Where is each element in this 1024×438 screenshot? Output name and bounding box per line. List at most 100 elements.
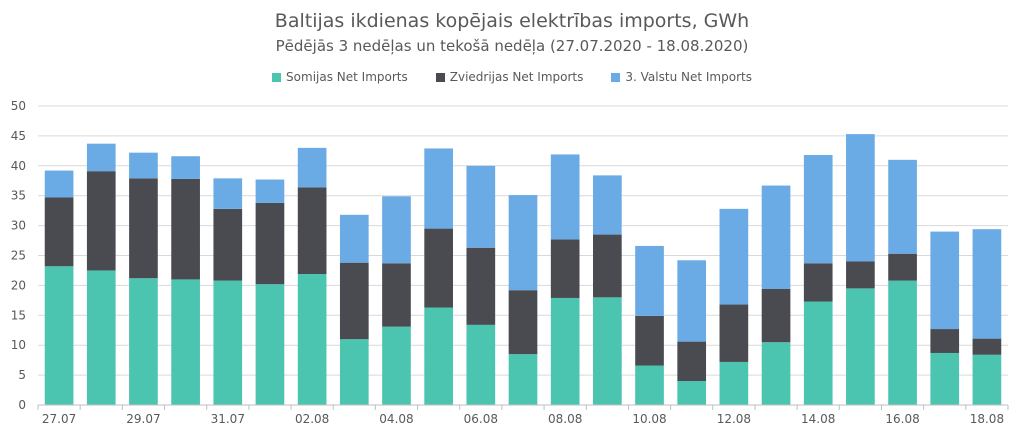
legend-swatch-somijas — [272, 72, 282, 82]
bar-segment — [129, 278, 158, 405]
bar-segment — [803, 155, 833, 264]
bar-segment — [719, 304, 749, 362]
bar-segment — [171, 178, 200, 280]
legend-swatch-zviedrijas — [435, 72, 445, 82]
bar-segment — [382, 196, 411, 264]
x-tick-label: 14.08 — [801, 412, 835, 426]
bar-segment — [761, 185, 791, 289]
bar-segment — [803, 263, 833, 302]
bar-segment — [888, 159, 917, 254]
x-tick-label: 31.07 — [211, 412, 245, 426]
bar-segment — [677, 260, 707, 342]
bar-segment — [171, 156, 200, 179]
bar-segment — [424, 228, 453, 308]
bar-segment — [719, 361, 749, 405]
bar-segment — [930, 352, 960, 405]
bar-segment — [846, 288, 875, 405]
bar-segment — [297, 147, 327, 188]
x-tick-label: 06.08 — [464, 412, 498, 426]
y-tick-label: 25 — [11, 249, 26, 263]
bar-segment — [86, 171, 116, 271]
y-tick-label: 35 — [11, 189, 26, 203]
bar-segment — [86, 143, 116, 172]
bar-segment — [297, 187, 327, 275]
bar-segment — [508, 290, 538, 355]
bar-segment — [86, 270, 116, 405]
bar-segment — [44, 197, 74, 267]
y-tick-label: 30 — [11, 219, 26, 233]
bar-segment — [888, 253, 917, 281]
bar-segment — [255, 179, 285, 203]
y-tick-label: 40 — [11, 159, 26, 173]
bar-segment — [635, 365, 664, 405]
bar-segment — [466, 324, 496, 405]
bar-segment — [550, 239, 580, 298]
legend-label-zviedrijas: Zviedrijas Net Imports — [449, 70, 584, 84]
bar-segment — [719, 208, 749, 305]
bar-segment — [213, 208, 243, 281]
bar-segment — [761, 288, 791, 343]
bar-segment — [593, 234, 622, 298]
bar-segment — [508, 354, 538, 405]
bar-segment — [339, 262, 369, 340]
y-tick-label: 20 — [11, 278, 26, 292]
bar-segment — [424, 148, 453, 229]
bar-segment — [761, 342, 791, 405]
bar-segment — [593, 175, 622, 235]
legend-swatch-valstu — [611, 72, 621, 82]
legend-item-zviedrijas: Zviedrijas Net Imports — [435, 70, 584, 84]
legend-label-valstu: 3. Valstu Net Imports — [625, 70, 752, 84]
legend-item-somijas: Somijas Net Imports — [272, 70, 408, 84]
bar-segment — [846, 134, 875, 262]
bar-segment — [466, 165, 496, 248]
bar-segment — [129, 152, 158, 179]
bar-segment — [550, 154, 580, 240]
bar-segment — [171, 279, 200, 405]
legend-item-valstu: 3. Valstu Net Imports — [611, 70, 752, 84]
bar-segment — [635, 245, 664, 316]
y-tick-label: 10 — [11, 338, 26, 352]
bar-segment — [930, 329, 960, 353]
bar-segment — [888, 280, 917, 405]
x-tick-label: 18.08 — [970, 412, 1004, 426]
bar-segment — [424, 307, 453, 405]
x-tick-label: 27.07 — [42, 412, 76, 426]
bar-segment — [255, 284, 285, 405]
y-tick-label: 0 — [18, 398, 26, 412]
bar-segment — [803, 301, 833, 405]
legend: Somijas Net Imports Zviedrijas Net Impor… — [0, 70, 1024, 84]
y-tick-label: 45 — [11, 129, 26, 143]
bar-segment — [972, 229, 1002, 339]
bar-segment — [339, 214, 369, 263]
bar-segment — [44, 266, 74, 405]
bar-segment — [846, 261, 875, 289]
bar-segment — [593, 297, 622, 405]
bar-segment — [677, 381, 707, 405]
y-tick-label: 15 — [11, 308, 26, 322]
bar-segment — [972, 354, 1002, 405]
bar-segment — [213, 178, 243, 209]
x-tick-label: 08.08 — [548, 412, 582, 426]
bar-segment — [466, 247, 496, 325]
bar-segment — [972, 338, 1002, 355]
bar-segment — [297, 274, 327, 405]
bar-segment — [44, 170, 74, 198]
bar-segment — [635, 315, 664, 366]
bar-segment — [129, 178, 158, 279]
bar-segment — [213, 280, 243, 405]
x-tick-label: 10.08 — [632, 412, 666, 426]
x-tick-label: 02.08 — [295, 412, 329, 426]
bar-segment — [677, 341, 707, 382]
y-tick-label: 5 — [18, 368, 26, 382]
bar-segment — [382, 326, 411, 405]
x-tick-label: 16.08 — [885, 412, 919, 426]
bar-segment — [382, 263, 411, 327]
x-tick-label: 04.08 — [379, 412, 413, 426]
chart-subtitle: Pēdējās 3 nedēļas un tekošā nedēļa (27.0… — [275, 37, 749, 55]
bar-segment — [255, 202, 285, 285]
x-tick-label: 29.07 — [126, 412, 160, 426]
bar-segment — [930, 231, 960, 330]
legend-label-somijas: Somijas Net Imports — [286, 70, 408, 84]
chart-title: Baltijas ikdienas kopējais elektrības im… — [274, 10, 750, 32]
